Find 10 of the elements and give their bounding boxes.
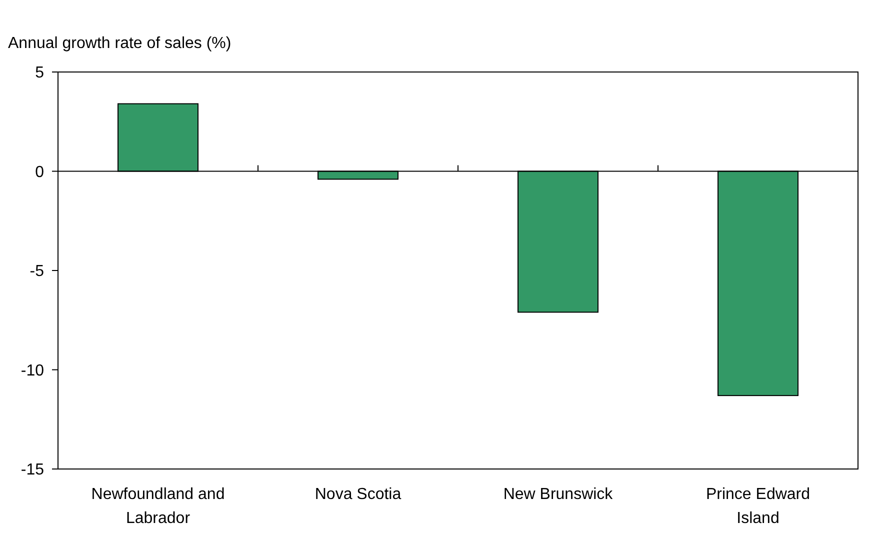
y-axis-title: Annual growth rate of sales (%)	[8, 35, 232, 52]
x-tick-label: New Brunswick	[503, 486, 614, 503]
x-tick-label: Nova Scotia	[314, 486, 402, 503]
y-tick-label: -10	[20, 362, 44, 380]
x-tick-label: Newfoundland and Labrador	[91, 486, 225, 527]
x-tick-label: Prince Edward Island	[706, 486, 810, 527]
y-tick-label: 0	[35, 164, 44, 181]
y-tick-label: -15	[20, 462, 44, 479]
y-tick-label: -5	[30, 263, 44, 280]
y-tick-label: 5	[35, 64, 44, 82]
